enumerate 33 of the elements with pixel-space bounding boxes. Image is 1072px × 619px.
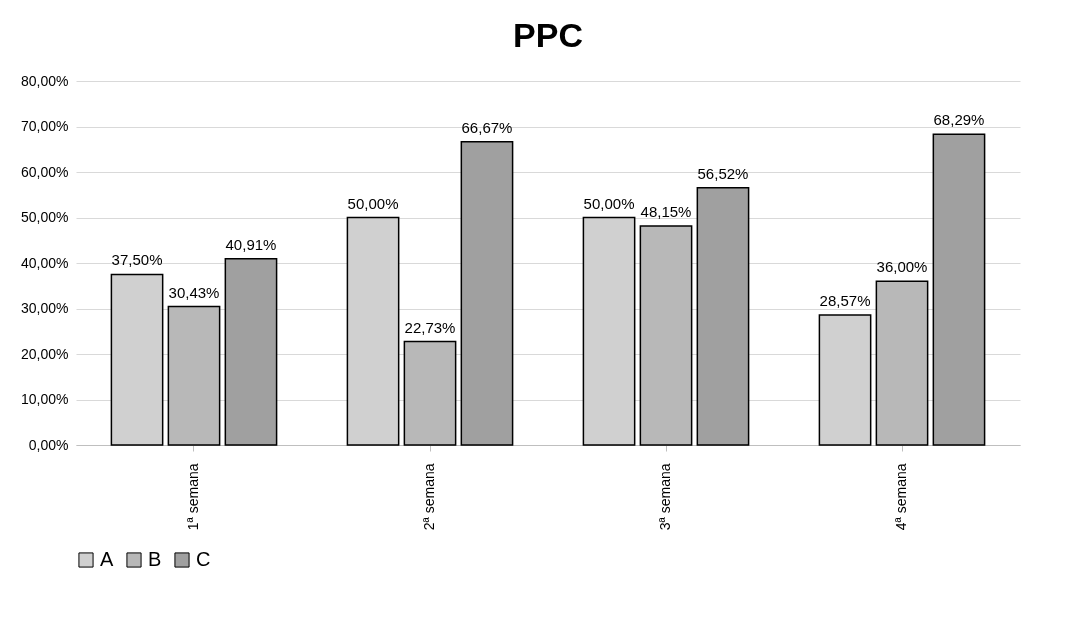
data-label: 30,43% <box>168 283 220 301</box>
y-tick-label: 50,00% <box>21 209 69 225</box>
legend-label: A <box>100 548 114 570</box>
legend-label: C <box>196 548 211 570</box>
y-tick-label: 40,00% <box>21 254 69 271</box>
data-label: 56,52% <box>697 164 749 182</box>
data-label: 28,57% <box>819 292 871 310</box>
y-tick-label: 20,00% <box>21 345 69 362</box>
data-label: 50,00% <box>583 194 635 212</box>
x-tick-label: 2ª semana <box>421 463 437 531</box>
data-label: 48,15% <box>640 202 692 220</box>
data-label: 22,73% <box>404 318 456 336</box>
legend-label: B <box>148 548 162 570</box>
y-tick-label: 60,00% <box>21 163 69 180</box>
data-label: 36,00% <box>876 258 928 276</box>
y-tick-label: 0,00% <box>28 436 69 453</box>
x-tick-label: 1ª semana <box>185 463 201 531</box>
data-label: 66,67% <box>461 118 513 136</box>
data-label: 37,50% <box>111 251 163 269</box>
bar <box>932 133 986 446</box>
y-tick-label: 30,00% <box>21 300 69 316</box>
bar <box>696 187 750 446</box>
bar <box>460 140 514 446</box>
data-label: 68,29% <box>933 111 985 129</box>
data-label: 50,00% <box>347 194 399 212</box>
chart-title: PPC <box>513 16 583 54</box>
data-label: 40,91% <box>225 235 277 253</box>
bar <box>224 258 278 446</box>
y-tick-label: 10,00% <box>21 391 69 407</box>
y-tick-label: 70,00% <box>21 118 69 134</box>
x-tick-label: 4ª semana <box>893 463 909 531</box>
x-tick-label: 3ª semana <box>657 463 673 531</box>
y-tick-label: 80,00% <box>21 72 69 89</box>
